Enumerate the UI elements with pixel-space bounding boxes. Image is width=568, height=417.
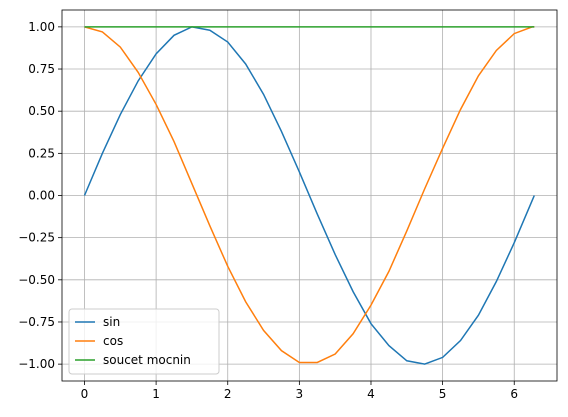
y-tick-label: 0.50 [28,104,55,118]
y-tick-label: 1.00 [28,20,55,34]
x-tick-label: 5 [439,387,447,401]
y-tick-label: 0.00 [28,189,55,203]
x-tick-label: 6 [510,387,518,401]
legend-label: soucet mocnin [103,353,191,367]
y-tick-label: −0.75 [18,315,55,329]
x-tick-label: 0 [81,387,89,401]
line [84,26,535,364]
line [83,26,535,365]
x-tick-label: 4 [367,387,375,401]
legend: sin cos soucet mocnin [68,308,220,375]
legend-label: cos [103,334,123,348]
y-tick-label: 0.25 [28,146,55,160]
x-tick-label: 1 [152,387,160,401]
y-tick-label: −0.50 [18,273,55,287]
y-tick-label: −0.25 [18,231,55,245]
legend-box [68,308,220,375]
y-tick-label: −1.00 [18,357,55,371]
y-tick-label: 0.75 [28,62,55,76]
x-tick-label: 2 [224,387,232,401]
plot-frame [61,9,558,382]
x-tick-label: 3 [296,387,304,401]
legend-label: sin [103,315,120,329]
